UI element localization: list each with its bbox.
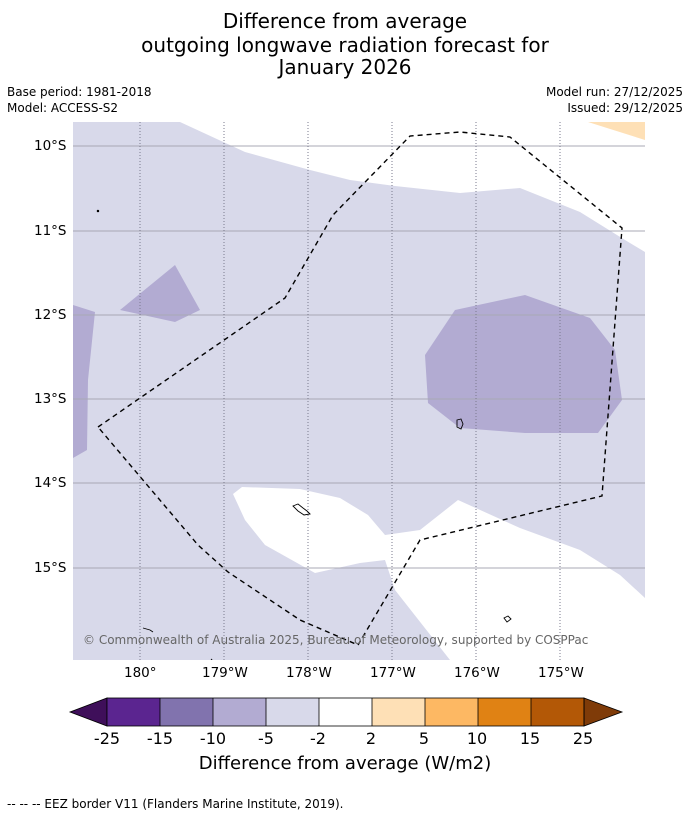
model-run: Model run: 27/12/2025 xyxy=(545,85,683,99)
colorbar-swatch xyxy=(107,698,160,726)
lat-label-12s: 12°S xyxy=(34,307,67,323)
lat-label-13s: 13°S xyxy=(34,391,67,407)
island-shape xyxy=(96,209,100,213)
colorbar-swatch xyxy=(531,698,584,726)
lat-label-11s: 11°S xyxy=(34,223,67,239)
colorbar-extend-low xyxy=(68,697,108,727)
colorbar-label: -25 xyxy=(93,729,121,748)
lon-label-179w: 179°W xyxy=(202,665,248,681)
positive-anomaly-patch xyxy=(588,122,645,140)
island-shape xyxy=(503,615,512,623)
colorbar-label: 25 xyxy=(572,729,594,748)
island-shape xyxy=(292,503,311,516)
colorbar-title: Difference from average (W/m2) xyxy=(198,753,492,774)
title-line-1: Difference from average xyxy=(222,9,468,33)
colorbar-swatch xyxy=(266,698,319,726)
lon-label-178w: 178°W xyxy=(286,665,332,681)
island-shape xyxy=(456,418,464,430)
colorbar-swatch xyxy=(319,698,372,726)
lon-label-176w: 176°W xyxy=(454,665,500,681)
lat-label-14s: 14°S xyxy=(34,475,67,491)
islands xyxy=(96,209,512,660)
colorbar-outline xyxy=(106,697,585,727)
colorbar-label: -5 xyxy=(258,729,274,748)
map-copyright: © Commonwealth of Australia 2025, Bureau… xyxy=(83,633,589,647)
island-shape xyxy=(210,658,213,660)
colorbar-swatch xyxy=(478,698,531,726)
colorbar-label: -2 xyxy=(310,729,326,748)
colorbar-label: 10 xyxy=(466,729,488,748)
colorbar-label: -15 xyxy=(146,729,174,748)
lon-label-175w: 175°W xyxy=(538,665,584,681)
anomaly-patch-west-edge xyxy=(73,305,95,458)
colorbar-label: -10 xyxy=(199,729,227,748)
colorbar-label: 15 xyxy=(519,729,541,748)
issued-date: Issued: 29/12/2025 xyxy=(567,101,683,115)
title-line-3: January 2026 xyxy=(278,55,412,79)
colorbar-swatch xyxy=(213,698,266,726)
anomaly-patch-west xyxy=(120,265,200,322)
colorbar-swatch xyxy=(372,698,425,726)
lat-label-10s: 10°S xyxy=(34,138,67,154)
lon-label-177w: 177°W xyxy=(370,665,416,681)
base-period: Base period: 1981-2018 xyxy=(7,85,152,99)
title-line-2: outgoing longwave radiation forecast for xyxy=(141,33,549,57)
eez-legend: -- -- -- EEZ border V11 (Flanders Marine… xyxy=(7,797,344,811)
colorbar-label: 2 xyxy=(365,729,377,748)
colorbar-label: 5 xyxy=(418,729,430,748)
island-shape xyxy=(142,627,154,633)
neutral-region-bottom xyxy=(233,487,645,660)
model-name: Model: ACCESS-S2 xyxy=(7,101,119,115)
eez-border xyxy=(96,131,623,646)
colorbar-extend-high xyxy=(583,697,624,727)
colorbar-swatch xyxy=(160,698,213,726)
colorbar-swatch xyxy=(425,698,478,726)
neutral-region-top xyxy=(73,122,645,252)
latitude-gridlines xyxy=(73,145,645,569)
lon-label-180: 180° xyxy=(124,665,157,681)
lat-label-15s: 15°S xyxy=(34,560,67,576)
